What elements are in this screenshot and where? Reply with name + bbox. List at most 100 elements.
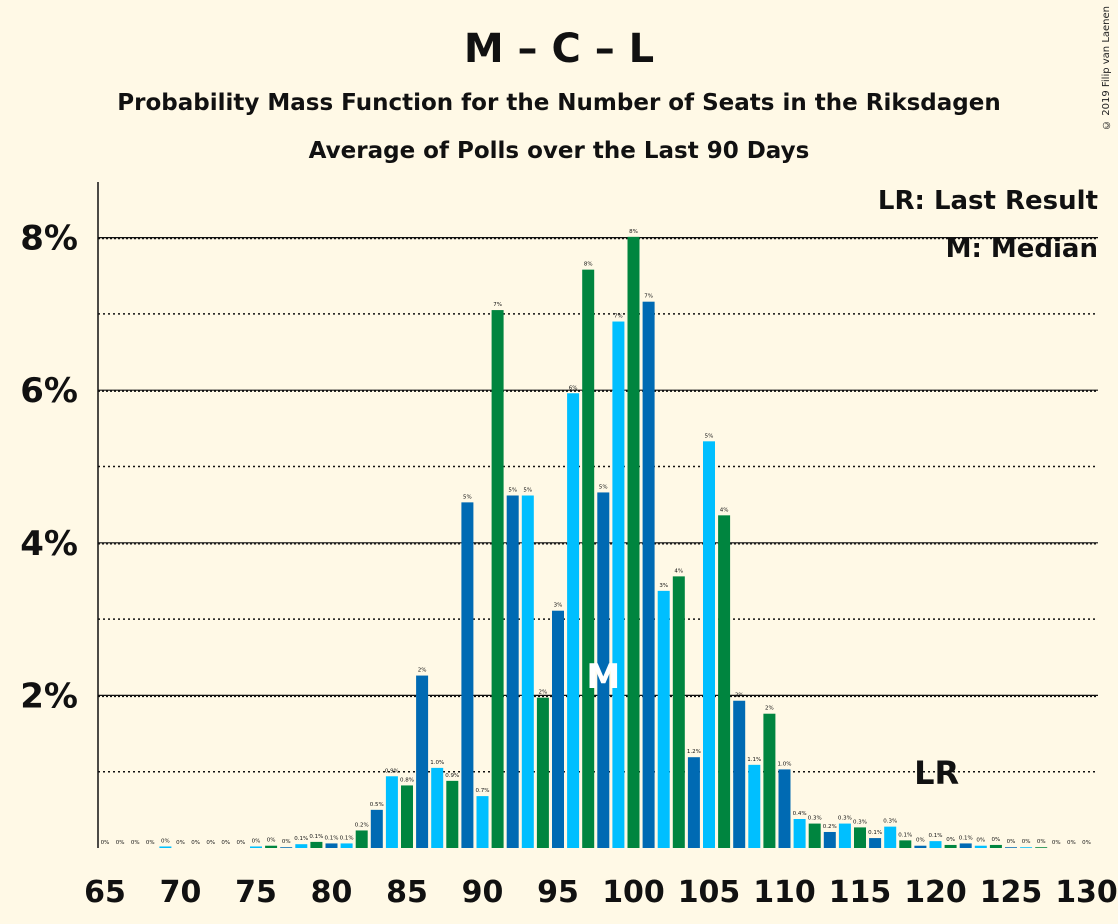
data-label: 5% [463,494,472,500]
data-label: 0% [992,837,1001,843]
data-label: 4% [720,507,729,513]
bar [899,840,912,848]
bar [340,843,353,848]
bar [385,776,398,848]
bar [265,845,278,848]
bar [355,830,368,848]
bar [687,757,700,848]
data-label: 0.1% [309,834,323,840]
data-label: 0% [161,838,170,844]
bar [567,393,580,848]
bar [657,590,670,848]
bar [1020,847,1033,848]
bar [854,827,866,848]
x-tick-label: 105 [678,875,741,910]
data-label: 0.1% [294,836,308,842]
data-label: 0% [976,838,985,844]
bar [582,269,595,848]
x-tick-label: 130 [1055,875,1118,910]
data-label: 2% [735,693,744,699]
data-label: 0.9% [445,773,459,779]
data-label: 3% [659,583,668,589]
chart-subtitle-secondary: Average of Polls over the Last 90 Days [308,138,810,164]
data-label: 0.9% [385,768,399,774]
data-label: 2% [418,668,427,674]
data-label: 0% [101,840,110,846]
bar [884,826,897,848]
data-label: 6% [569,385,578,391]
bar [1005,847,1017,848]
data-label: 0% [1037,839,1046,845]
data-label: 4% [674,568,683,574]
x-tick-label: 95 [537,875,579,910]
data-label: 0.3% [853,819,867,825]
bar [1035,847,1048,848]
bar [748,764,761,848]
data-label: 0.1% [929,833,943,839]
bar [416,675,429,848]
bar [944,844,957,848]
bar [989,844,1002,848]
bar [431,767,444,848]
data-label: 0% [1067,840,1076,846]
bar [869,838,882,848]
data-label: 0.4% [793,811,807,817]
data-label: 0.1% [325,835,339,841]
x-tick-label: 100 [602,875,665,910]
data-label: 0% [237,840,246,846]
data-label: 8% [629,229,638,235]
chart-subtitle: Probability Mass Function for the Number… [117,90,1001,116]
x-tick-label: 70 [160,875,202,910]
bar [914,845,927,848]
y-tick-label: 4% [20,524,78,564]
bar [763,713,776,848]
y-tick-label: 8% [20,219,78,259]
data-label: 5% [523,487,532,493]
bar [310,841,323,848]
bar [959,843,972,848]
data-label: 0.3% [838,816,852,822]
data-label: 0% [252,838,261,844]
data-label: 0.1% [340,835,354,841]
bar [823,831,836,848]
bar [793,819,806,848]
data-label: 0.8% [400,777,414,783]
data-label: 7% [644,294,653,300]
legend-last-result: LR: Last Result [877,186,1098,216]
data-label: 0% [267,838,276,844]
bar [612,321,625,848]
bar [521,495,534,848]
data-label: 0.7% [476,788,490,794]
bar [401,785,413,848]
bar [838,823,851,848]
bar [778,769,791,848]
median-marker: M [586,657,620,697]
x-tick-label: 120 [904,875,967,910]
bar [280,847,293,848]
data-label: 0.1% [868,830,882,836]
data-label: 0% [116,840,125,846]
bar [642,301,655,848]
x-tick-label: 80 [311,875,353,910]
data-label: 5% [705,433,714,439]
data-label: 1.0% [430,760,444,766]
bar [295,844,308,848]
data-label: 0% [1007,839,1016,845]
x-tick-label: 110 [753,875,816,910]
data-label: 0.2% [355,822,369,828]
bar [733,700,746,848]
data-label: 0% [131,840,140,846]
data-label: 0.3% [883,819,897,825]
bar [974,845,987,848]
data-label: 0% [946,837,955,843]
data-label: 0% [916,838,925,844]
bar [250,846,262,848]
data-label: 7% [493,302,502,308]
bar [703,441,715,848]
x-tick-label: 65 [84,875,126,910]
data-label: 1.2% [687,749,701,755]
data-label: 7% [614,314,623,320]
last-result-marker: LR [914,754,959,792]
data-label: 1.0% [778,761,792,767]
